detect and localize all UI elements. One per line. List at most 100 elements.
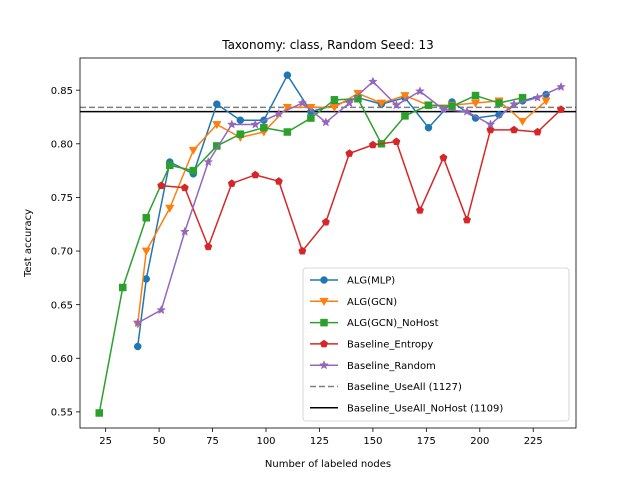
data-point [251,170,260,179]
data-point [133,342,142,351]
series-group [132,76,566,328]
data-point [376,99,387,108]
y-tick-label: 0.80 [51,139,73,150]
x-tick-label: 200 [470,436,489,447]
data-point [439,153,448,162]
data-point [166,161,174,169]
data-point [283,71,292,79]
series-line [161,108,562,252]
y-axis-label: Test accuracy [23,209,34,278]
data-point [424,123,433,132]
y-tick-label: 0.75 [51,193,73,204]
y-tick-label: 0.60 [51,354,73,365]
data-point [518,93,527,102]
legend-label: ALG(GCN)_NoHost [347,318,439,329]
data-point [321,217,330,226]
x-axis: 25 50 75 100 125 150 175 200 225 [99,428,543,447]
data-point [415,206,424,214]
x-tick-label: 50 [153,436,166,447]
data-point [438,104,449,114]
data-point [557,105,566,113]
legend-label: Baseline_UseAll_NoHost (1109) [347,403,503,414]
data-point [157,181,166,190]
data-point [330,96,339,104]
data-point [509,99,519,109]
x-tick-label: 75 [206,436,219,447]
data-point [485,119,496,129]
series-layer [95,71,566,417]
x-tick-label: 150 [363,436,382,447]
data-point [533,127,542,136]
data-point [282,103,293,113]
data-point [227,179,236,187]
data-point [344,97,355,108]
data-point [119,283,127,292]
legend-marker [320,318,328,327]
data-point [532,92,543,102]
data-point [203,156,214,167]
data-point [132,317,143,328]
data-point [321,117,331,127]
data-point [448,102,456,111]
data-point [142,214,151,222]
y-tick-label: 0.85 [51,86,73,97]
legend-label: Baseline_UseAll (1127) [347,382,462,393]
data-point [471,91,480,100]
data-point [307,114,315,122]
data-point [260,123,268,132]
data-point [517,117,528,126]
data-point [392,137,401,146]
data-point [141,247,151,256]
x-tick-label: 125 [310,436,329,447]
y-axis: 0.55 0.60 0.65 0.70 0.75 0.80 0.85 [51,86,80,419]
y-tick-label: 0.65 [51,300,73,311]
y-tick-label: 0.55 [51,408,73,419]
data-point [236,130,245,138]
x-tick-label: 225 [524,436,543,447]
data-point [213,100,221,108]
data-point [189,166,198,175]
data-point [509,125,519,134]
legend-label: ALG(MLP) [347,276,395,287]
data-point [470,99,481,108]
data-point [391,100,402,110]
plot-frame [79,57,577,429]
data-point [180,183,189,192]
x-tick-label: 175 [417,436,436,447]
data-point [274,177,283,185]
data-point [95,409,103,417]
data-point [204,242,213,251]
data-point [415,86,425,96]
data-point [156,304,167,315]
data-point [165,204,175,213]
legend-label: Baseline_Random [347,361,436,372]
data-point [212,121,222,130]
legend-label: Baseline_Entropy [347,340,433,351]
data-point [556,81,566,92]
data-point [424,101,433,109]
data-point [179,226,190,236]
chart-title: Taxonomy: class, Random Seed: 13 [221,38,434,52]
data-point [298,246,307,255]
data-point [400,92,410,101]
legend-box [302,267,570,422]
legend-marker [319,360,329,370]
legend-label: ALG(GCN) [347,297,397,308]
y-tick-label: 0.70 [51,247,73,258]
x-tick-label: 25 [99,436,112,447]
data-point [541,97,551,106]
data-point [188,146,198,155]
data-point [462,106,472,116]
data-point [226,119,237,129]
legend-marker [320,276,328,284]
data-point [329,103,340,113]
data-point [354,95,362,103]
data-point [283,128,292,136]
data-point [250,119,261,129]
legend-marker [319,297,329,307]
data-point [401,112,409,120]
legend-marker [319,339,329,348]
x-tick-label: 100 [256,436,275,447]
x-axis-label: Number of labeled nodes [265,459,391,470]
